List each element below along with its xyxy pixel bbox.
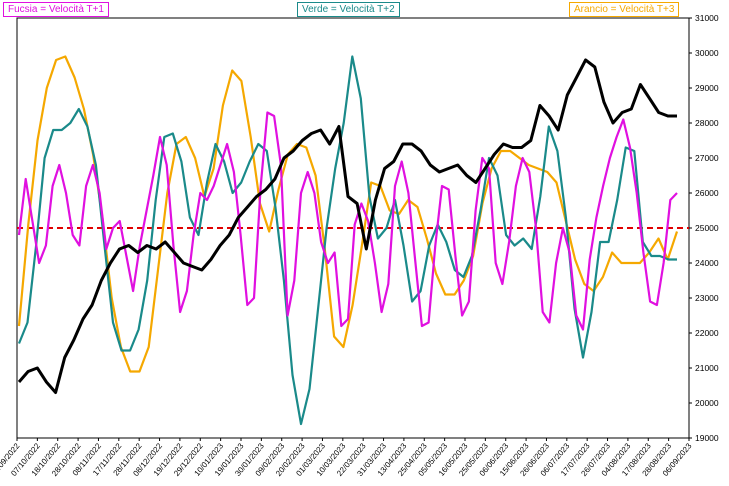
legend-verde: Verde = Velocità T+2 — [297, 2, 400, 17]
y-tick-label: 23000 — [695, 293, 719, 303]
y-tick-label: 21000 — [695, 363, 719, 373]
y-tick-label: 27000 — [695, 153, 719, 163]
y-tick-label: 22000 — [695, 328, 719, 338]
series-line-price — [17, 58, 677, 394]
y-tick-label: 25000 — [695, 223, 719, 233]
x-axis: 28/09/202207/10/202218/10/202228/10/2022… — [0, 438, 694, 478]
y-tick-label: 24000 — [695, 258, 719, 268]
y-tick-label: 30000 — [695, 48, 719, 58]
y-tick-label: 29000 — [695, 83, 719, 93]
legend-fucsia: Fucsia = Velocità T+1 — [3, 2, 109, 17]
series-lines — [17, 55, 679, 426]
y-tick-label: 28000 — [695, 118, 719, 128]
series-line-velocity-t1 — [17, 111, 678, 331]
legend-arancio: Arancio = Velocità T+3 — [569, 2, 680, 17]
y-tick-label: 20000 — [695, 398, 719, 408]
y-tick-label: 19000 — [695, 433, 719, 443]
series-line-velocity-t2 — [17, 55, 677, 426]
y-tick-label: 26000 — [695, 188, 719, 198]
y-tick-label: 31000 — [695, 13, 719, 23]
y-axis: 19000 20000 21000 22000 23000 24000 25000 26000… — [689, 13, 719, 443]
